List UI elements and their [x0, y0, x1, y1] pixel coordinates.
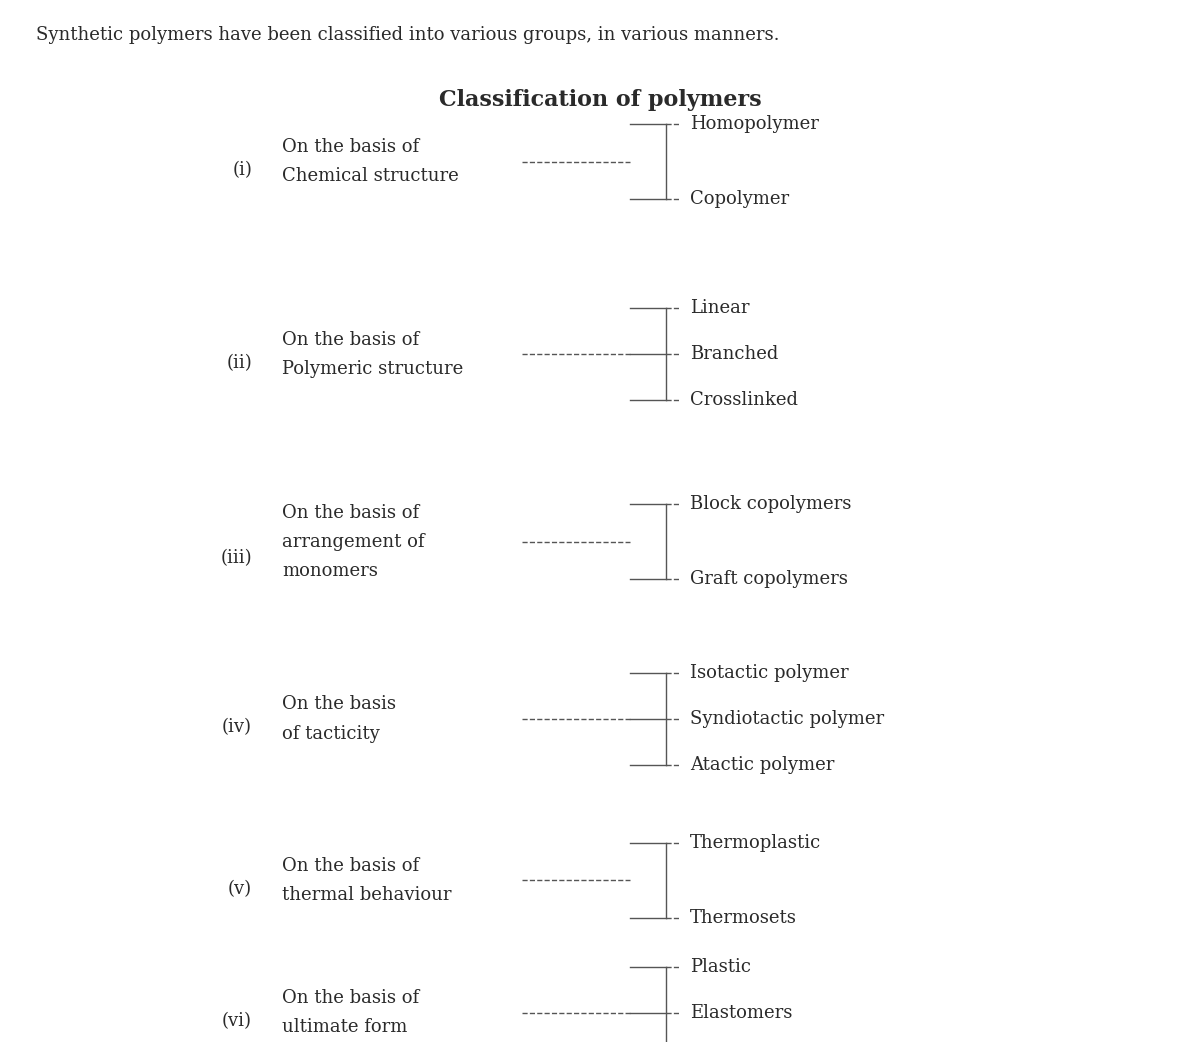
Text: ultimate form: ultimate form [282, 1018, 407, 1037]
Text: (vi): (vi) [222, 1012, 252, 1031]
Text: thermal behaviour: thermal behaviour [282, 886, 451, 904]
Text: Linear: Linear [690, 299, 750, 318]
Text: Plastic: Plastic [690, 958, 751, 976]
Text: Thermoplastic: Thermoplastic [690, 834, 821, 852]
Text: Block copolymers: Block copolymers [690, 495, 851, 514]
Text: (v): (v) [228, 879, 252, 898]
Text: Polymeric structure: Polymeric structure [282, 359, 463, 378]
Text: On the basis of: On the basis of [282, 989, 419, 1008]
Text: Branched: Branched [690, 345, 779, 364]
Text: Syndiotactic polymer: Syndiotactic polymer [690, 710, 884, 728]
Text: Atactic polymer: Atactic polymer [690, 755, 834, 774]
Text: On the basis of: On the basis of [282, 330, 419, 349]
Text: (iii): (iii) [221, 549, 252, 568]
Text: On the basis of: On the basis of [282, 503, 419, 522]
Text: (iv): (iv) [222, 718, 252, 737]
Text: Isotactic polymer: Isotactic polymer [690, 664, 848, 683]
Text: On the basis: On the basis [282, 695, 396, 714]
Text: Thermosets: Thermosets [690, 909, 797, 927]
Text: Synthetic polymers have been classified into various groups, in various manners.: Synthetic polymers have been classified … [36, 26, 780, 44]
Text: monomers: monomers [282, 562, 378, 580]
Text: On the basis of: On the basis of [282, 138, 419, 156]
Text: Elastomers: Elastomers [690, 1003, 792, 1022]
Text: arrangement of: arrangement of [282, 532, 425, 551]
Text: Classification of polymers: Classification of polymers [439, 89, 761, 110]
Text: (i): (i) [232, 160, 252, 179]
Text: Graft copolymers: Graft copolymers [690, 570, 848, 589]
Text: of tacticity: of tacticity [282, 724, 379, 743]
Text: On the basis of: On the basis of [282, 857, 419, 875]
Text: Homopolymer: Homopolymer [690, 115, 818, 133]
Text: (ii): (ii) [227, 353, 252, 372]
Text: Crosslinked: Crosslinked [690, 391, 798, 410]
Text: Chemical structure: Chemical structure [282, 167, 458, 185]
Text: Copolymer: Copolymer [690, 190, 790, 208]
